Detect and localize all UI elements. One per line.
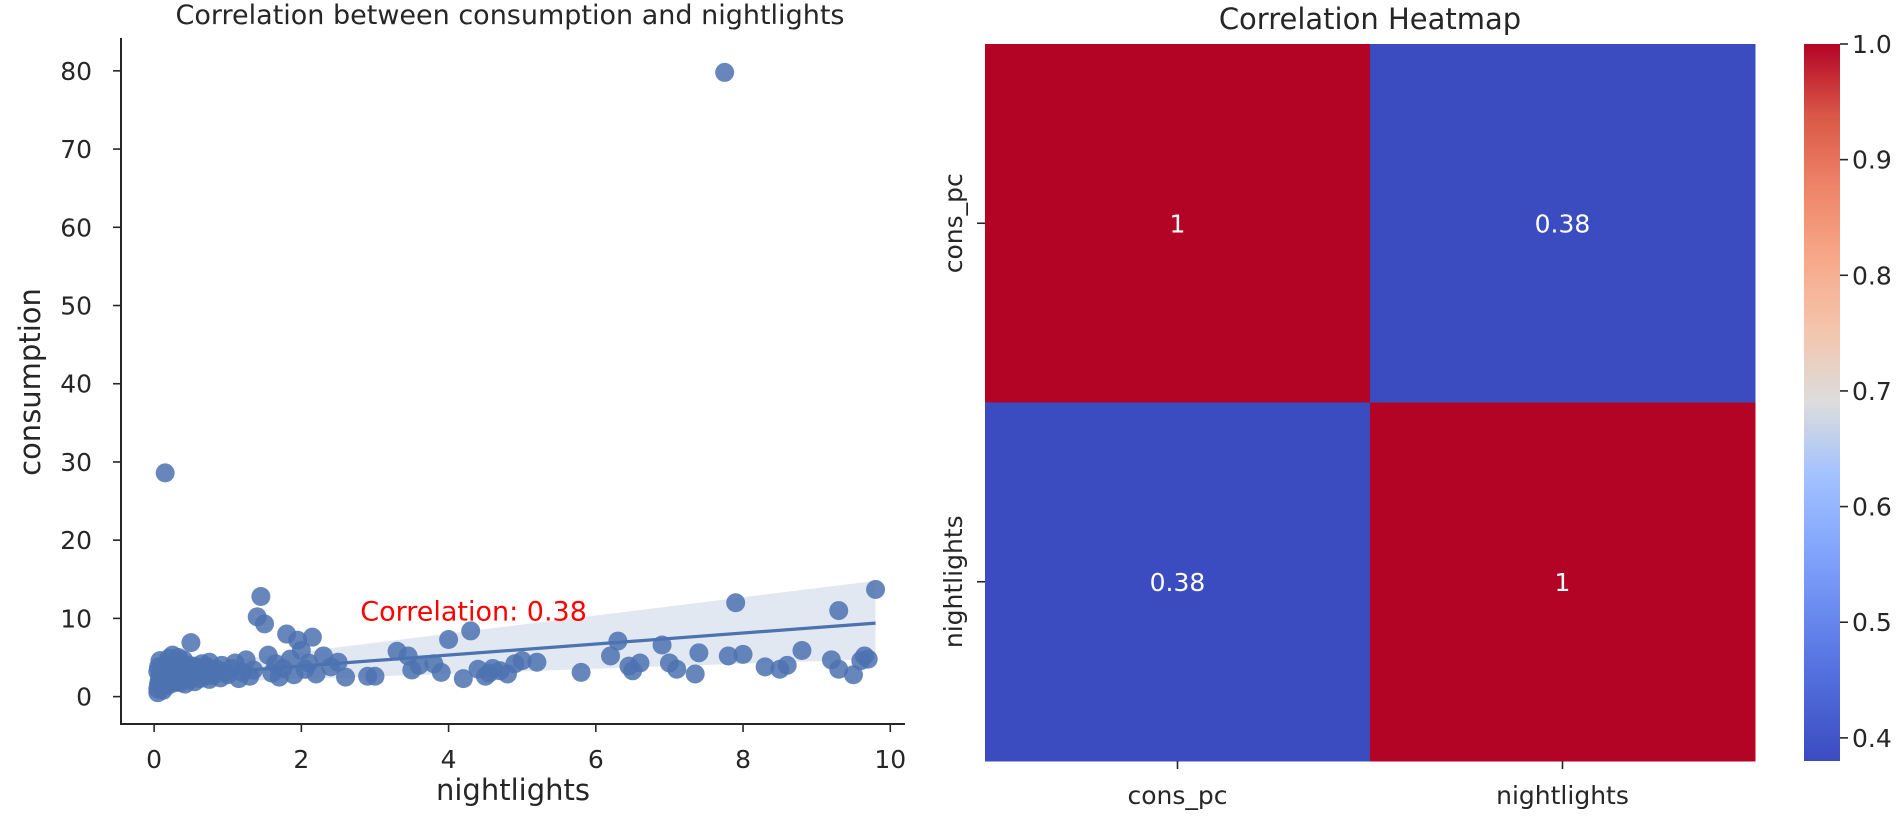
colorbar (1804, 44, 1840, 761)
heatmap-x-ticks: cons_pc nightlights (1127, 761, 1629, 810)
scatter-point (689, 643, 709, 663)
colorbar-tick-label: 0.7 (1852, 377, 1892, 406)
colorbar-tick-label: 0.4 (1852, 724, 1892, 753)
heatmap-cell-label: 1 (1555, 568, 1571, 597)
scatter-point (777, 655, 797, 675)
scatter-point (667, 659, 687, 679)
scatter-point (866, 579, 886, 599)
heatmap-cell-labels: 1 0.38 0.38 1 (1150, 209, 1591, 597)
heatmap-cell-label: 1 (1170, 209, 1186, 238)
x-axis-ticks: 0 2 4 6 8 10 (146, 724, 906, 774)
x-tick-label: 0 (146, 745, 162, 774)
y-tick-label: 70 (60, 135, 92, 164)
scatter-point (336, 667, 356, 687)
heatmap-cells (985, 44, 1756, 762)
scatter-point (439, 630, 459, 650)
scatter-point (858, 649, 878, 669)
x-tick-label: 6 (588, 745, 604, 774)
scatter-point (685, 664, 705, 684)
heatmap-panel: Correlation Heatmap 1 0.380.38 1 cons_pc ni… (939, 2, 1892, 810)
heatmap-x-tick-label: cons_pc (1127, 781, 1227, 810)
heatmap-cell-label: 0.38 (1150, 568, 1206, 597)
regression-line (154, 621, 876, 679)
y-axis-label: consumption (13, 288, 47, 476)
scatter-point (512, 651, 532, 671)
scatter-point (630, 653, 650, 673)
heatmap-title: Correlation Heatmap (1219, 2, 1521, 36)
y-tick-label: 10 (60, 604, 92, 633)
scatter-point (255, 614, 275, 634)
colorbar-tick-label: 0.9 (1852, 146, 1892, 175)
scatter-point (843, 665, 863, 685)
scatter-point (792, 640, 812, 660)
x-tick-label: 2 (293, 745, 309, 774)
colorbar-tick-label: 0.8 (1852, 261, 1892, 290)
colorbar-tick-label: 1.0 (1852, 30, 1892, 59)
scatter-point (155, 463, 175, 483)
scatter-panel: Correlation between consumption and nigh… (13, 0, 906, 807)
y-tick-label: 20 (60, 526, 92, 555)
scatter-point (409, 655, 429, 675)
scatter-point (755, 657, 775, 677)
heatmap-cell (1370, 402, 1756, 762)
scatter-point (733, 644, 753, 664)
scatter-point (306, 664, 326, 684)
y-tick-label: 0 (76, 683, 92, 712)
scatter-point (453, 669, 473, 689)
correlation-annotation: Correlation: 0.38 (360, 597, 587, 628)
scatter-point (251, 586, 271, 606)
heatmap-cell (1370, 44, 1756, 403)
colorbar-ticks: 0.4 0.5 0.6 0.7 0.8 0.9 1.0 (1840, 30, 1892, 753)
y-tick-label: 30 (60, 448, 92, 477)
scatter-point (829, 601, 849, 621)
scatter-title: Correlation between consumption and nigh… (176, 0, 845, 31)
heatmap-y-tick-label: cons_pc (939, 173, 968, 273)
y-tick-label: 50 (60, 292, 92, 321)
y-axis-ticks: 0 10 20 30 40 50 60 70 80 (60, 57, 121, 712)
scatter-point (571, 662, 591, 682)
scatter-point (829, 659, 849, 679)
scatter-point (461, 621, 481, 641)
x-tick-label: 4 (441, 745, 457, 774)
scatter-point (181, 633, 201, 653)
scatter-point (302, 627, 322, 647)
x-axis-label: nightlights (436, 773, 590, 807)
scatter-point (718, 646, 738, 666)
heatmap-cell-label: 0.38 (1535, 209, 1591, 238)
scatter-point (715, 62, 735, 82)
scatter-points (148, 62, 886, 703)
scatter-point (365, 666, 385, 686)
heatmap-y-ticks: cons_pc nightlights (939, 173, 985, 648)
x-tick-label: 8 (735, 745, 751, 774)
colorbar-tick-label: 0.5 (1852, 608, 1892, 637)
heatmap-cell (985, 44, 1371, 403)
y-tick-label: 40 (60, 370, 92, 399)
heatmap-y-tick-label: nightlights (939, 515, 968, 648)
scatter-point (726, 593, 746, 613)
colorbar-tick-label: 0.6 (1852, 493, 1892, 522)
scatter-point (431, 662, 451, 682)
x-tick-label: 10 (874, 745, 906, 774)
heatmap-cell (985, 402, 1371, 762)
scatter-point (601, 646, 621, 666)
scatter-point (527, 652, 547, 672)
heatmap-x-tick-label: nightlights (1496, 781, 1629, 810)
y-tick-label: 60 (60, 213, 92, 242)
y-tick-label: 80 (60, 57, 92, 86)
